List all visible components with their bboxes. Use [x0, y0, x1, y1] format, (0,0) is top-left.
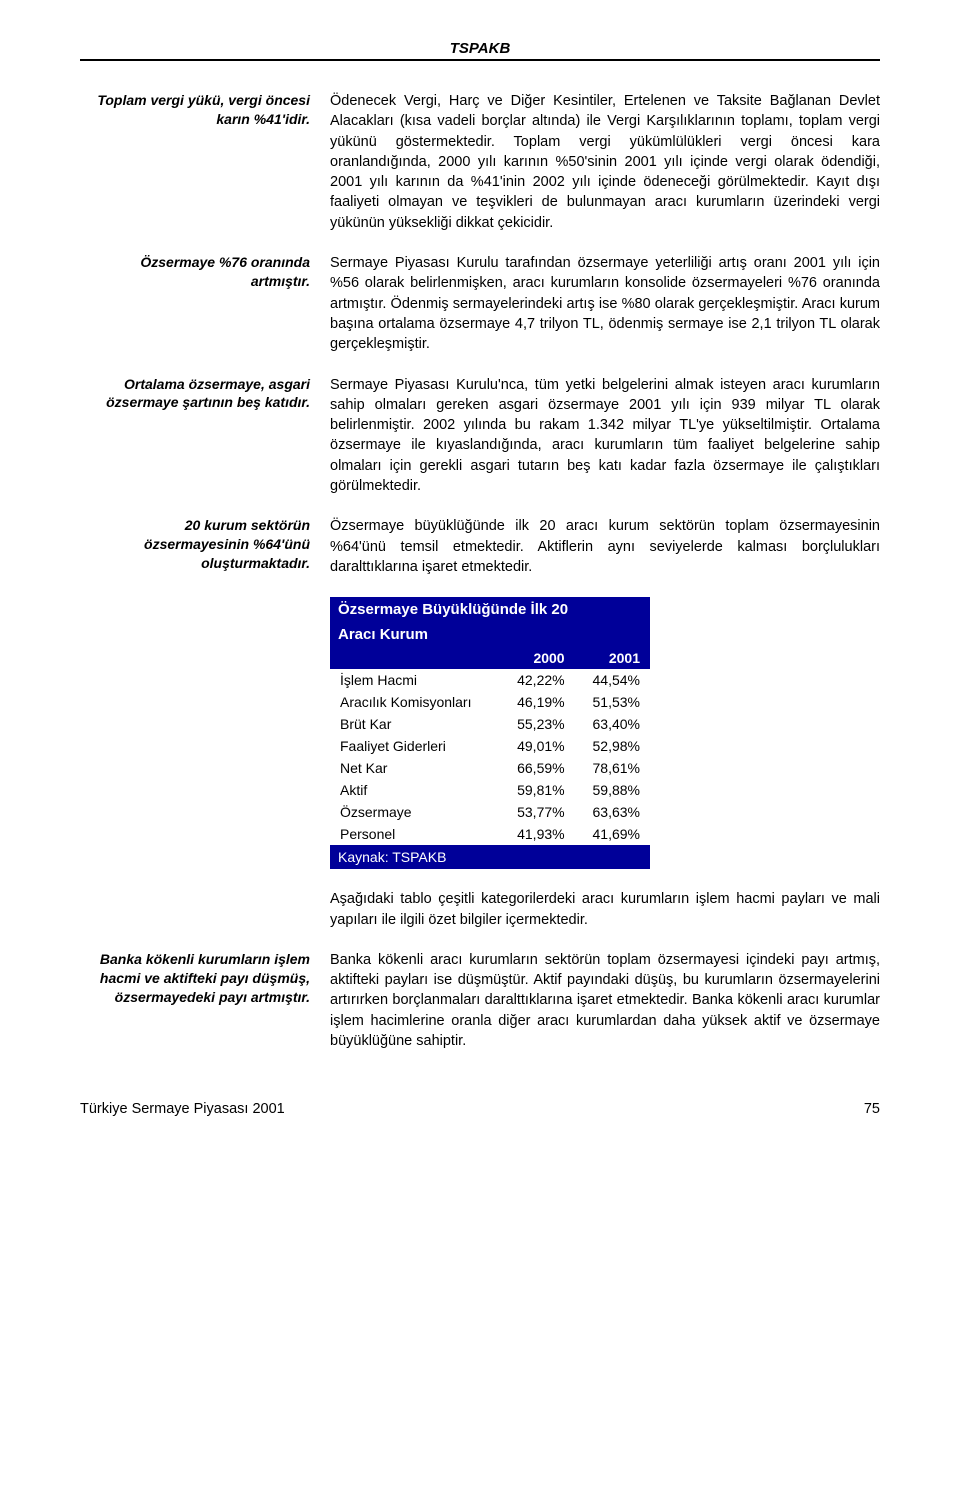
table-row: Aktif 59,81% 59,88%: [330, 779, 650, 801]
table-cell-2000: 41,93%: [499, 823, 574, 845]
table-cell-label: Net Kar: [330, 757, 499, 779]
section-5: Banka kökenli kurumların işlem hacmi ve …: [80, 950, 880, 1051]
table-cell-label: Faaliyet Giderleri: [330, 735, 499, 757]
table-cell-label: İşlem Hacmi: [330, 669, 499, 691]
table-cell-2000: 46,19%: [499, 691, 574, 713]
table-spacer: [80, 597, 330, 869]
table-cell-2001: 63,40%: [575, 713, 650, 735]
table-cell-2001: 52,98%: [575, 735, 650, 757]
sidenote-2: Özsermaye %76 oranında artmıştır.: [80, 253, 310, 354]
footer-page-number: 75: [864, 1101, 880, 1117]
table-cell-label: Özsermaye: [330, 801, 499, 823]
table-cell-2000: 55,23%: [499, 713, 574, 735]
body-5: Banka kökenli aracı kurumların sektörün …: [330, 950, 880, 1051]
table-title-row-1: Özsermaye Büyüklüğünde İlk 20: [330, 597, 650, 622]
table-row: İşlem Hacmi 42,22% 44,54%: [330, 669, 650, 691]
after-table-row: Aşağıdaki tablo çeşitli kategorilerdeki …: [80, 889, 880, 930]
table-cell-label: Aracılık Komisyonları: [330, 691, 499, 713]
table-row: Aracılık Komisyonları 46,19% 51,53%: [330, 691, 650, 713]
table-cell-2001: 78,61%: [575, 757, 650, 779]
section-1: Toplam vergi yükü, vergi öncesi karın %4…: [80, 91, 880, 233]
after-table-para: Aşağıdaki tablo çeşitli kategorilerdeki …: [330, 889, 880, 930]
table-cell-2001: 63,63%: [575, 801, 650, 823]
body-1: Ödenecek Vergi, Harç ve Diğer Kesintiler…: [330, 91, 880, 233]
table-cell-2000: 42,22%: [499, 669, 574, 691]
page-footer: Türkiye Sermaye Piyasası 2001 75: [80, 1101, 880, 1117]
table-cell-label: Personel: [330, 823, 499, 845]
section-4: 20 kurum sektörün özsermayesinin %64'ünü…: [80, 516, 880, 577]
table-container: Özsermaye Büyüklüğünde İlk 20 Aracı Kuru…: [80, 597, 880, 869]
table-row: Faaliyet Giderleri 49,01% 52,98%: [330, 735, 650, 757]
table-cell-label: Aktif: [330, 779, 499, 801]
body-3: Sermaye Piyasası Kurulu'nca, tüm yetki b…: [330, 375, 880, 497]
table-cell-2000: 59,81%: [499, 779, 574, 801]
section-2: Özsermaye %76 oranında artmıştır. Sermay…: [80, 253, 880, 354]
sidenote-3: Ortalama özsermaye, asgari özsermaye şar…: [80, 375, 310, 497]
table-row: Personel 41,93% 41,69%: [330, 823, 650, 845]
table-col-blank: [330, 647, 499, 669]
section-3: Ortalama özsermaye, asgari özsermaye şar…: [80, 375, 880, 497]
top20-table: Özsermaye Büyüklüğünde İlk 20 Aracı Kuru…: [330, 597, 650, 869]
table-title-2: Aracı Kurum: [330, 622, 650, 647]
table-col-2001: 2001: [575, 647, 650, 669]
table-cell-2000: 66,59%: [499, 757, 574, 779]
table-source: Kaynak: TSPAKB: [330, 845, 650, 869]
table-cell-2000: 53,77%: [499, 801, 574, 823]
after-table-spacer: [80, 889, 310, 930]
footer-left: Türkiye Sermaye Piyasası 2001: [80, 1101, 285, 1117]
table-row: Brüt Kar 55,23% 63,40%: [330, 713, 650, 735]
table-row: Net Kar 66,59% 78,61%: [330, 757, 650, 779]
sidenote-5: Banka kökenli kurumların işlem hacmi ve …: [80, 950, 310, 1051]
table-row: Özsermaye 53,77% 63,63%: [330, 801, 650, 823]
table-cell-2000: 49,01%: [499, 735, 574, 757]
table-source-row: Kaynak: TSPAKB: [330, 845, 650, 869]
table-title-row-2: Aracı Kurum: [330, 622, 650, 647]
sidenote-1: Toplam vergi yükü, vergi öncesi karın %4…: [80, 91, 310, 233]
table-cell-2001: 51,53%: [575, 691, 650, 713]
table-cell-label: Brüt Kar: [330, 713, 499, 735]
page-header: TSPAKB: [80, 40, 880, 61]
table-year-row: 2000 2001: [330, 647, 650, 669]
table-cell-2001: 41,69%: [575, 823, 650, 845]
table-cell-2001: 59,88%: [575, 779, 650, 801]
table-cell-2001: 44,54%: [575, 669, 650, 691]
table-col-2000: 2000: [499, 647, 574, 669]
sidenote-4: 20 kurum sektörün özsermayesinin %64'ünü…: [80, 516, 310, 577]
body-4: Özsermaye büyüklüğünde ilk 20 aracı kuru…: [330, 516, 880, 577]
body-2: Sermaye Piyasası Kurulu tarafından özser…: [330, 253, 880, 354]
table-title-1: Özsermaye Büyüklüğünde İlk 20: [330, 597, 650, 622]
